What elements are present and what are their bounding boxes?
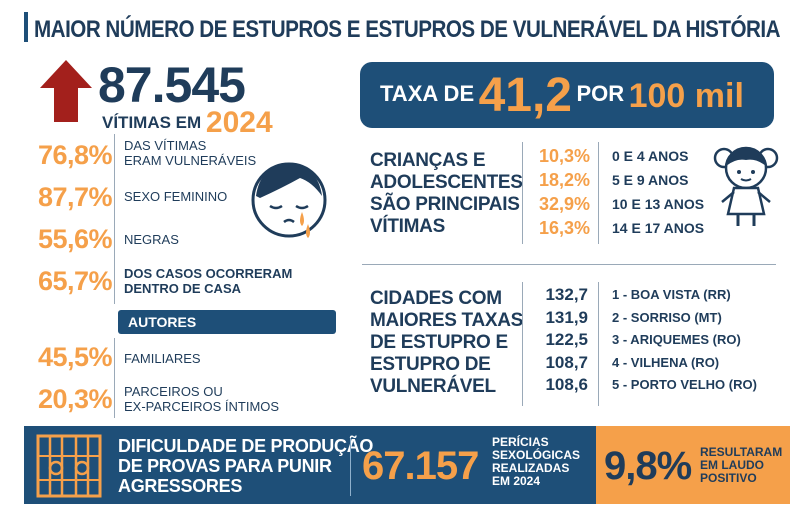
city-rate: 108,7 xyxy=(545,352,588,372)
authors-heading: AUTORES xyxy=(118,310,336,334)
stat-value: 65,7% xyxy=(38,266,113,296)
authors-divider xyxy=(114,338,115,418)
footer-highlight xyxy=(596,426,790,504)
footer-title: DIFICULDADE DE PRODUÇÃO DE PROVAS PARA P… xyxy=(118,436,374,496)
exams-label: PERÍCIAS SEXOLÓGICAS REALIZADAS EM 2024 xyxy=(492,435,581,488)
footer-bar xyxy=(24,426,596,504)
stat-value: 55,6% xyxy=(38,224,113,254)
city-name: 3 - ARIQUEMES (RO) xyxy=(612,332,741,347)
exams-number: 67.157 xyxy=(362,444,479,488)
age-label: 10 E 13 ANOS xyxy=(612,196,705,212)
stat-label: SEXO FEMININO xyxy=(124,189,228,204)
cities-labels: 1 - BOA VISTA (RR) 2 - SORRISO (MT) 3 - … xyxy=(612,284,757,397)
children-divider-1 xyxy=(522,142,523,244)
rate-box xyxy=(360,62,774,128)
jail-bars-icon xyxy=(36,434,102,498)
victims-year: 2024 xyxy=(205,106,273,139)
children-divider-2 xyxy=(598,142,599,244)
stat-value: 87,7% xyxy=(38,182,113,212)
up-arrow-icon xyxy=(40,60,92,122)
victims-label: VÍTIMAS EM 2024 xyxy=(102,106,273,139)
crying-woman-icon xyxy=(251,162,327,238)
rate-value: 41,2 xyxy=(478,69,572,122)
children-title: CRIANÇAS E ADOLESCENTES SÃO PRINCIPAIS V… xyxy=(370,150,523,237)
author-value: 45,5% xyxy=(38,342,113,372)
report-label: RESULTARAM EM LAUDO POSITIVO xyxy=(700,445,783,485)
victims-number: 87.545 xyxy=(98,57,246,113)
stat-label: NEGRAS xyxy=(124,232,179,247)
age-label: 5 E 9 ANOS xyxy=(612,172,689,188)
city-name: 5 - PORTO VELHO (RO) xyxy=(612,377,757,392)
author-label: FAMILIARES xyxy=(124,351,201,366)
section-separator xyxy=(362,264,776,265)
city-name: 2 - SORRISO (MT) xyxy=(612,309,722,325)
city-rate: 122,5 xyxy=(545,330,588,349)
stats-divider xyxy=(114,134,115,304)
stat-value: 76,8% xyxy=(38,140,113,170)
girl-doll-icon xyxy=(713,146,779,226)
stat-label: DAS VÍTIMAS ERAM VULNERÁVEIS xyxy=(124,138,257,168)
age-label: 14 E 17 ANOS xyxy=(612,220,705,236)
age-value: 32,9% xyxy=(538,194,590,214)
city-name: 1 - BOA VISTA (RR) xyxy=(612,287,731,302)
report-percent: 9,8% xyxy=(604,444,692,488)
cities-divider-1 xyxy=(522,282,523,406)
children-values: 10,3% 18,2% 32,9% 16,3% xyxy=(528,144,590,240)
city-rate: 108,6 xyxy=(545,375,588,394)
title-accent-bar xyxy=(24,12,28,42)
cities-values: 132,7 131,9 122,5 108,7 108,6 xyxy=(528,284,588,397)
age-value: 18,2% xyxy=(538,170,590,190)
age-value: 10,3% xyxy=(538,146,590,166)
author-label: PARCEIROS OU EX-PARCEIROS ÍNTIMOS xyxy=(124,384,280,414)
stat-label: DOS CASOS OCORRERAM DENTRO DE CASA xyxy=(124,266,293,296)
cities-title: CIDADES COM MAIORES TAXAS DE ESTUPRO E E… xyxy=(370,288,524,397)
children-labels: 0 E 4 ANOS 5 E 9 ANOS 10 E 13 ANOS 14 E … xyxy=(612,144,704,240)
page-title: MAIOR NÚMERO DE ESTUPROS E ESTUPROS DE V… xyxy=(34,16,781,43)
age-value: 16,3% xyxy=(538,218,590,238)
city-rate: 132,7 xyxy=(545,285,588,304)
cities-divider-2 xyxy=(598,282,599,406)
footer-divider xyxy=(350,438,351,496)
city-name: 4 - VILHENA (RO) xyxy=(612,354,720,370)
author-value: 20,3% xyxy=(38,384,113,414)
city-rate: 131,9 xyxy=(545,307,588,327)
age-label: 0 E 4 ANOS xyxy=(612,148,689,164)
rate-text: TAXA DE 41,2 POR 100 mil xyxy=(380,69,744,122)
